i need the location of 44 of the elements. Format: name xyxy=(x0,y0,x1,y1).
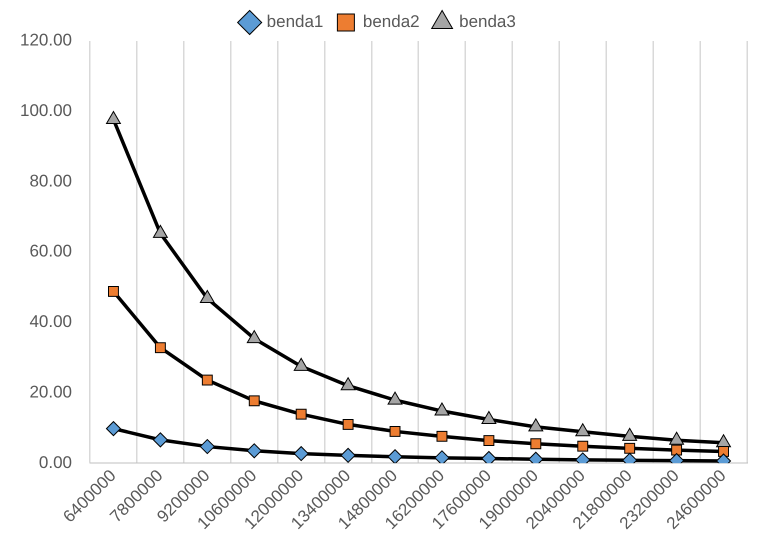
point xyxy=(436,430,448,442)
point xyxy=(108,286,119,297)
point xyxy=(390,426,400,437)
legend-label: benda1 xyxy=(266,12,324,32)
legend-label: benda2 xyxy=(362,12,420,32)
point xyxy=(530,438,542,450)
point xyxy=(152,224,168,238)
point xyxy=(575,423,590,436)
legend-label: benda3 xyxy=(459,12,516,32)
point xyxy=(202,374,213,386)
point xyxy=(577,440,588,452)
y-tick-label: 60.00 xyxy=(29,242,72,261)
point xyxy=(296,408,307,420)
y-tick-label: 40.00 xyxy=(29,312,72,332)
point xyxy=(342,418,354,430)
point xyxy=(246,443,262,458)
point xyxy=(528,418,544,432)
point xyxy=(669,432,684,445)
point xyxy=(106,110,121,124)
point xyxy=(154,342,166,354)
point xyxy=(483,435,494,446)
point xyxy=(388,449,403,464)
point xyxy=(624,442,636,454)
point xyxy=(622,428,638,441)
point xyxy=(340,377,356,390)
y-tick-label: 120.00 xyxy=(20,30,72,50)
y-tick-label: 0.00 xyxy=(38,452,72,472)
point xyxy=(248,395,260,406)
point xyxy=(246,330,262,344)
point xyxy=(340,448,356,463)
point xyxy=(434,450,450,464)
y-tick-label: 20.00 xyxy=(29,382,72,402)
point xyxy=(434,402,450,416)
point xyxy=(152,432,168,448)
point xyxy=(671,444,682,456)
point xyxy=(481,410,496,424)
point xyxy=(200,290,215,303)
y-tick-label: 100.00 xyxy=(20,101,72,120)
point xyxy=(294,358,309,371)
point xyxy=(294,446,309,462)
point xyxy=(388,392,402,405)
y-tick-label: 80.00 xyxy=(29,171,72,190)
point xyxy=(200,439,215,454)
point xyxy=(106,421,121,436)
